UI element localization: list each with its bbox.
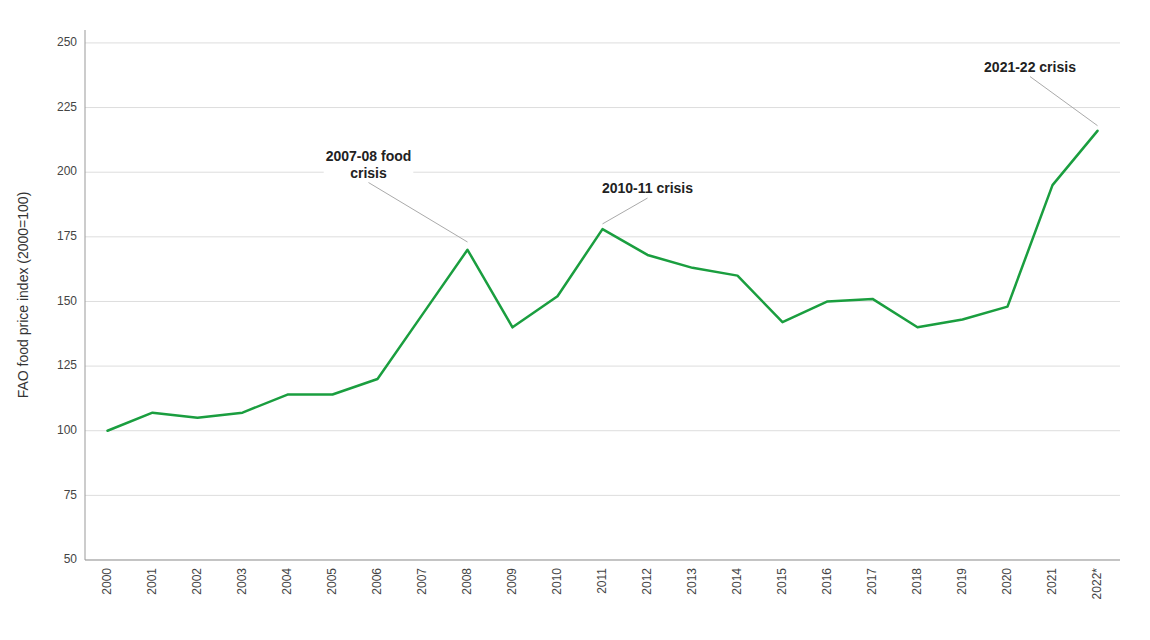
- annotation: 2010-11 crisis: [602, 180, 693, 196]
- x-tick-label: 2015: [775, 568, 789, 595]
- x-axis-line: [85, 560, 1120, 561]
- y-tick-label: 75: [64, 488, 78, 502]
- grid-line: [85, 172, 1120, 173]
- annotation-background: [324, 147, 414, 182]
- grid-line: [85, 430, 1120, 431]
- y-tick-label: 150: [57, 294, 77, 308]
- grid-line: [85, 107, 1120, 108]
- x-tick-label: 2002: [190, 568, 204, 595]
- y-tick-label: 250: [57, 35, 77, 49]
- x-tick-label: 2001: [145, 568, 159, 595]
- x-tick-label: 2009: [505, 568, 519, 595]
- grid-line: [85, 301, 1120, 302]
- x-tick-label: 2020: [1000, 568, 1014, 595]
- annotations: 2007-08 foodcrisis 2010-11 crisis 2021-22 …: [324, 58, 1098, 242]
- x-tick-label: 2021: [1045, 568, 1059, 595]
- grid-line: [85, 236, 1120, 237]
- y-tick-label: 175: [57, 229, 77, 243]
- x-tick-label: 2003: [235, 568, 249, 595]
- x-tick-label: 2011: [595, 568, 609, 594]
- annotation-leader: [369, 183, 468, 242]
- data-line: [108, 131, 1098, 431]
- x-tick-label: 2013: [685, 568, 699, 595]
- x-tick-label: 2010: [550, 568, 564, 595]
- x-tick-label: 2018: [910, 568, 924, 595]
- x-tick-label: 2006: [370, 568, 384, 595]
- annotation-leader: [603, 198, 648, 224]
- y-tick-label: 100: [57, 423, 77, 437]
- x-tick-label: 2005: [325, 568, 339, 595]
- grid: [85, 43, 1120, 560]
- annotation: 2007-08 foodcrisis: [326, 148, 412, 181]
- x-tick-label: 2016: [820, 568, 834, 595]
- y-axis-line: [85, 30, 86, 560]
- grid-line: [85, 560, 1120, 561]
- x-tick-label: 2007: [415, 568, 429, 595]
- annotation-background: [600, 179, 695, 197]
- y-axis-label: FAO food price index (2000=100): [15, 192, 31, 399]
- y-tick-label: 225: [57, 100, 77, 114]
- x-tick-label: 2004: [280, 568, 294, 595]
- annotation-leader: [1030, 77, 1098, 126]
- x-tick-label: 2017: [865, 568, 879, 595]
- x-tick-label: 2000: [100, 568, 114, 595]
- chart: 50 75 100 125 150 175 200 225 250 2000 2001 2002 200…: [0, 0, 1150, 640]
- x-tick-label: 2022*: [1090, 568, 1104, 600]
- y-tick-label: 125: [57, 358, 77, 372]
- annotation: 2021-22 crisis: [984, 59, 1076, 75]
- grid-line: [85, 42, 1120, 43]
- grid-line: [85, 495, 1120, 496]
- y-tick-label: 50: [64, 552, 78, 566]
- x-tick-label: 2014: [730, 568, 744, 595]
- y-tick-label: 200: [57, 164, 77, 178]
- x-tick-label: 2019: [955, 568, 969, 595]
- grid-line: [85, 366, 1120, 367]
- x-tick-label: 2012: [640, 568, 654, 595]
- plot-area: [108, 131, 1098, 431]
- annotation-background: [982, 58, 1078, 76]
- chart-container: 50 75 100 125 150 175 200 225 250 2000 2001 2002 200…: [0, 0, 1150, 640]
- x-tick-label: 2008: [460, 568, 474, 595]
